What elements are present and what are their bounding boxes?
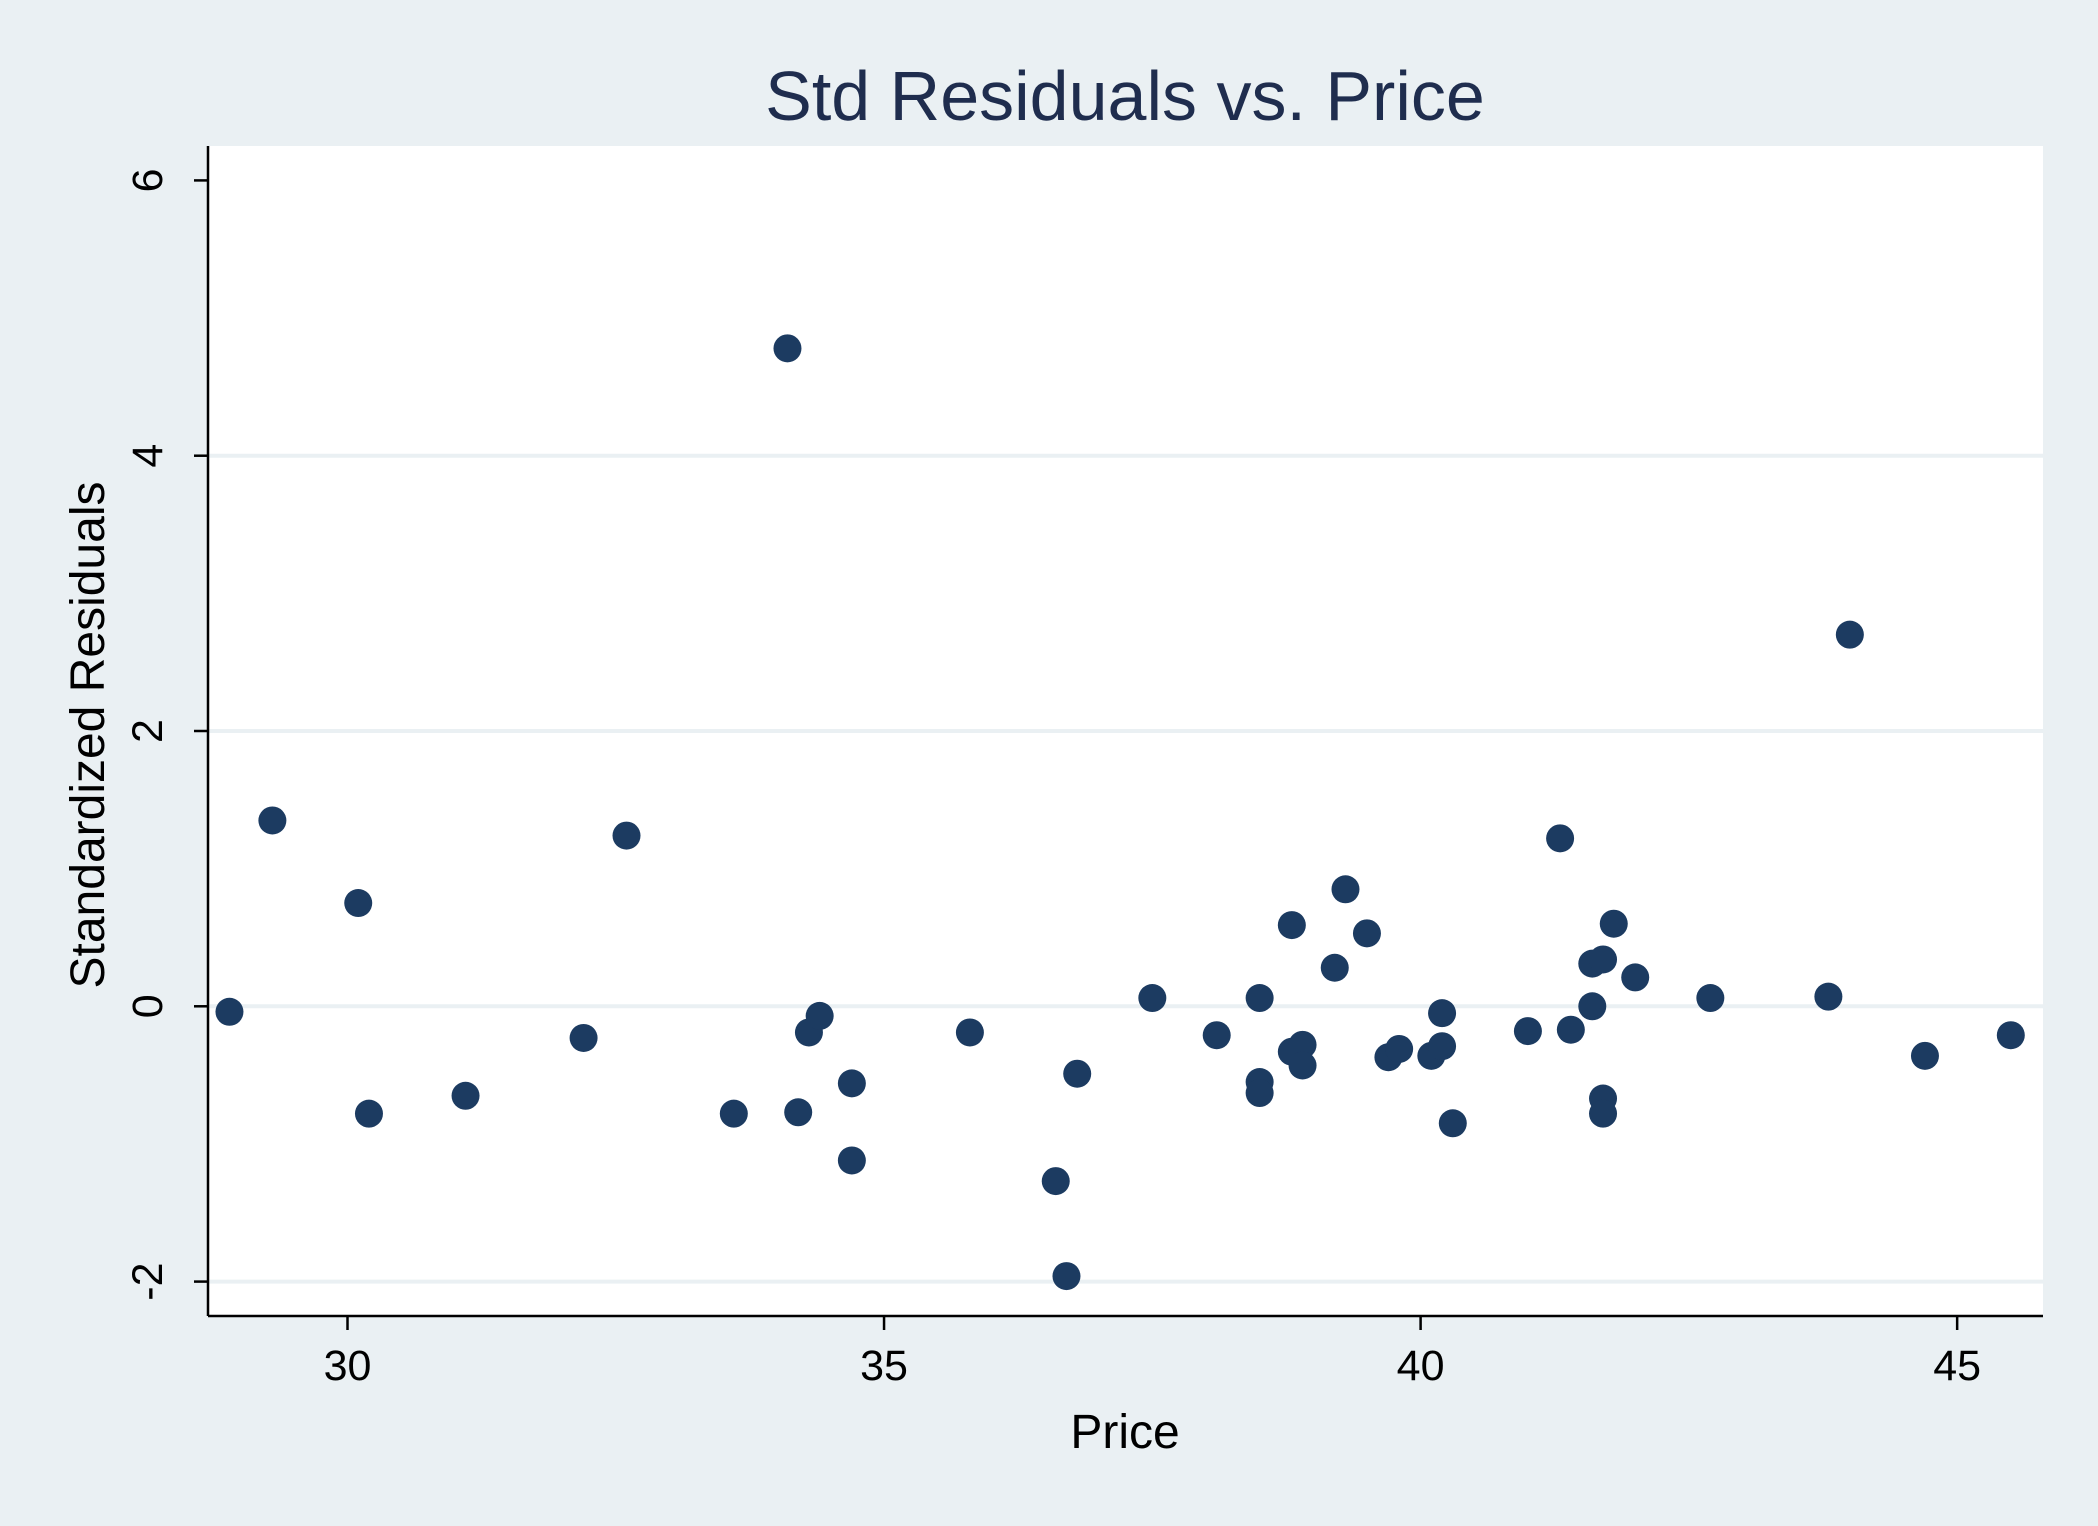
data-point	[344, 889, 373, 918]
y-tick-label: 0	[124, 994, 172, 1018]
data-point	[1835, 620, 1864, 649]
data-point	[1288, 1051, 1317, 1080]
x-tick-label: 40	[1397, 1342, 1445, 1390]
data-point	[784, 1098, 813, 1127]
data-point	[1428, 1032, 1457, 1061]
data-point	[1599, 909, 1628, 938]
data-point	[215, 997, 244, 1026]
data-point	[837, 1069, 866, 1098]
data-point	[1138, 984, 1167, 1013]
data-point	[1041, 1167, 1070, 1196]
chart-title: Std Residuals vs. Price	[765, 57, 1485, 135]
data-point	[258, 806, 287, 835]
data-point	[1513, 1017, 1542, 1046]
data-point	[1202, 1021, 1231, 1050]
data-point	[1063, 1059, 1092, 1088]
x-axis-title: Price	[1070, 1406, 1179, 1459]
data-point	[612, 821, 641, 850]
data-point	[1589, 1099, 1618, 1128]
x-tick-label: 30	[324, 1342, 372, 1390]
data-point	[955, 1018, 984, 1047]
tick-labels: -2 0 2 4 6 30 35 40 45	[124, 168, 1981, 1390]
data-point	[837, 1146, 866, 1175]
data-point	[805, 1001, 834, 1030]
data-point	[719, 1099, 748, 1128]
data-point	[1277, 911, 1306, 940]
data-point	[773, 334, 802, 363]
data-point	[1288, 1030, 1317, 1059]
data-point	[1996, 1021, 2025, 1050]
data-point	[1910, 1041, 1939, 1070]
data-point	[1589, 945, 1618, 974]
data-point	[1245, 984, 1274, 1013]
data-points	[215, 334, 2025, 1291]
y-axis-title: Standardized Residuals	[62, 482, 115, 989]
data-point	[1696, 984, 1725, 1013]
gridlines	[208, 453, 2043, 1284]
data-point	[1052, 1262, 1081, 1291]
data-point	[1331, 875, 1360, 904]
data-point	[1814, 982, 1843, 1011]
data-point	[1438, 1109, 1467, 1138]
data-point	[1556, 1015, 1585, 1044]
y-tick-label: 6	[124, 168, 172, 192]
data-point	[1428, 999, 1457, 1028]
data-point	[354, 1099, 383, 1128]
data-point	[1578, 992, 1607, 1021]
data-point	[1352, 919, 1381, 948]
data-point	[569, 1023, 598, 1052]
x-tick-label: 45	[1933, 1342, 1981, 1390]
data-point	[1385, 1034, 1414, 1063]
y-tick-label: -2	[124, 1262, 172, 1300]
data-point	[1245, 1079, 1274, 1108]
data-point	[1320, 953, 1349, 982]
data-point	[1546, 824, 1575, 853]
y-tick-label: 2	[124, 719, 172, 743]
axes	[194, 146, 2043, 1330]
data-point	[451, 1081, 480, 1110]
x-tick-label: 35	[860, 1342, 908, 1390]
data-point	[1621, 963, 1650, 992]
y-tick-label: 4	[124, 444, 172, 468]
